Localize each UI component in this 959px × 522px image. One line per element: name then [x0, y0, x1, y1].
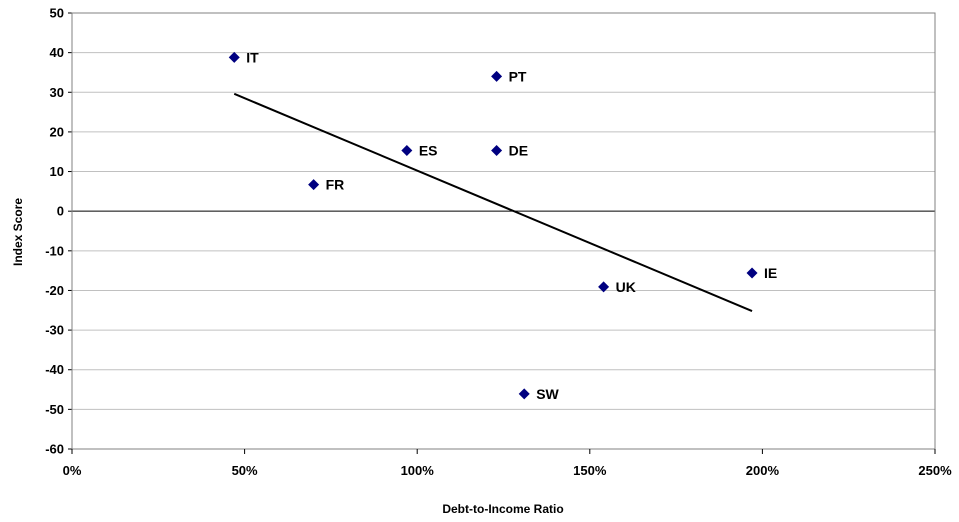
data-point-uk: [598, 281, 610, 293]
x-tick-label: 100%: [401, 463, 435, 478]
point-label-pt: PT: [509, 68, 527, 84]
y-tick-label: -50: [45, 402, 64, 417]
trendline-layer: [233, 92, 753, 312]
y-tick-label: -10: [45, 243, 64, 258]
x-axis-title: Debt-to-Income Ratio: [442, 502, 563, 516]
point-label-es: ES: [419, 143, 438, 159]
x-tick-label: 150%: [573, 463, 607, 478]
x-tick-label: 50%: [232, 463, 258, 478]
y-tick-label: -30: [45, 323, 64, 338]
data-point-fr: [308, 179, 320, 191]
point-label-it: IT: [246, 49, 259, 65]
y-tick-label: 20: [50, 124, 64, 139]
x-tick-label: 0%: [63, 463, 82, 478]
x-tick-label: 200%: [746, 463, 780, 478]
y-tick-label: 50: [50, 6, 64, 21]
data-point-sw: [518, 388, 530, 400]
point-label-sw: SW: [536, 386, 559, 402]
point-label-ie: IE: [764, 265, 777, 281]
data-points: IT PT ES DE FR IE UK SW: [228, 49, 777, 402]
point-label-uk: UK: [616, 279, 636, 295]
y-tick-label: 40: [50, 45, 64, 60]
point-label-fr: FR: [326, 177, 345, 193]
data-point-pt: [491, 70, 503, 82]
plot-frame: [71, 12, 936, 450]
y-tick-label: -20: [45, 283, 64, 298]
x-tick-label: 250%: [918, 463, 952, 478]
gridlines: [72, 12, 935, 450]
data-point-it: [228, 51, 240, 63]
y-axis-title: Index Score: [11, 198, 25, 266]
axes: 50 40 30 20 10 0 -10 -20 -30 -40 -50 -60 0% 50% 100% 15…: [45, 6, 952, 479]
y-tick-label: 10: [50, 164, 64, 179]
data-point-ie: [746, 267, 758, 279]
y-tick-label: 30: [50, 85, 64, 100]
y-tick-label: -40: [45, 362, 64, 377]
data-point-es: [401, 145, 413, 157]
y-tick-label: -60: [45, 442, 64, 457]
data-point-de: [491, 145, 503, 157]
y-tick-label: 0: [57, 204, 64, 219]
point-label-de: DE: [509, 143, 528, 159]
trendline: [233, 92, 753, 312]
